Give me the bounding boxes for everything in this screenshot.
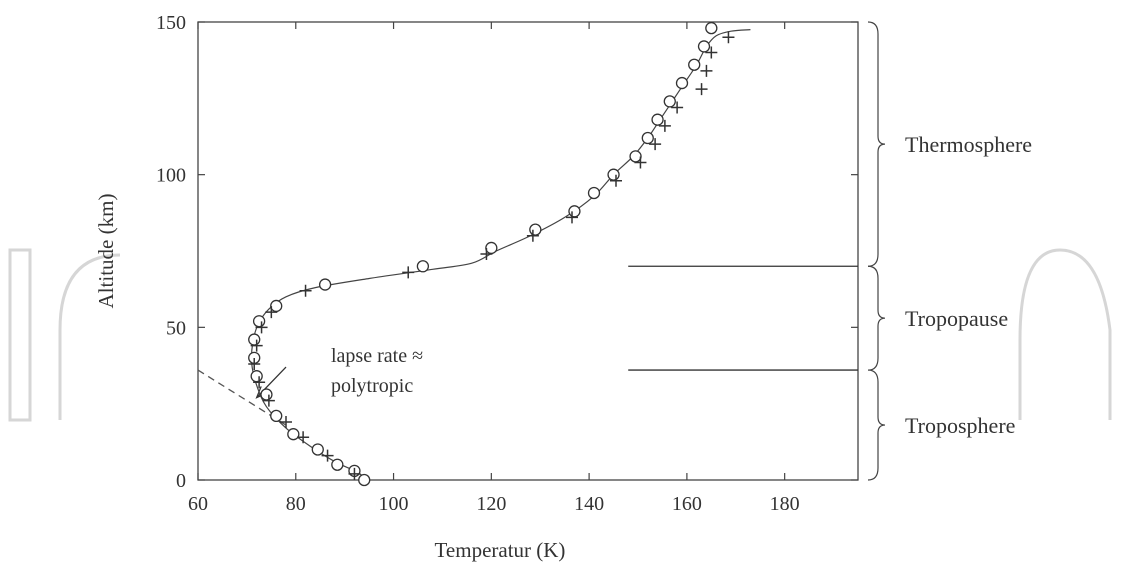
data-point-plus — [348, 467, 361, 480]
watermark — [8, 248, 1112, 422]
y-tick-label: 100 — [156, 165, 186, 187]
x-tick-label: 160 — [672, 493, 702, 515]
data-point-circle — [705, 21, 718, 35]
y-tick-label: 50 — [166, 317, 186, 339]
data-point-plus — [658, 119, 671, 132]
data-point-plus — [722, 31, 735, 44]
x-tick-label: 100 — [379, 493, 409, 515]
data-point-plus — [321, 449, 334, 462]
data-point-plus — [526, 229, 539, 242]
data-point-circle — [641, 131, 654, 145]
data-point-circle — [252, 315, 266, 328]
data-point-circle — [318, 278, 332, 291]
data-point-circle — [270, 299, 283, 313]
data-point-plus — [480, 248, 493, 261]
data-point-circle — [416, 260, 430, 273]
boundaries-layer — [628, 265, 858, 371]
data-point-plus — [705, 46, 718, 59]
data-point-plus — [253, 376, 266, 389]
data-point-circle — [697, 40, 711, 53]
data-point-circle — [607, 168, 620, 181]
data-point-plus — [280, 415, 292, 428]
data-point-circle — [311, 443, 324, 456]
region-label: Tropopause — [905, 306, 1008, 331]
data-point-plus — [255, 321, 268, 334]
region-brace — [867, 21, 886, 267]
data-point-circle — [587, 186, 601, 200]
data-point-plus — [262, 394, 275, 407]
x-axis-title: Temperatur (K) — [435, 538, 566, 562]
region-brace — [867, 265, 886, 371]
y-axis-title: Altitude (km) — [94, 194, 118, 309]
data-point-plus — [610, 174, 622, 187]
x-tick-label: 60 — [188, 493, 208, 515]
data-point-plus — [695, 83, 708, 96]
x-tick-label: 140 — [574, 493, 604, 515]
data-point-plus — [671, 101, 684, 114]
region-brace — [867, 369, 886, 481]
data-point-circle — [651, 113, 664, 126]
data-point-plus — [634, 156, 647, 169]
data-point-plus — [402, 266, 415, 279]
fit-curve-layer — [250, 29, 751, 481]
data-point-circle — [568, 205, 581, 218]
x-tick-label: 180 — [770, 493, 800, 515]
y-tick-label: 150 — [156, 12, 186, 34]
data-point-circle — [260, 388, 273, 401]
data-point-circle — [629, 150, 642, 163]
data-point-plus — [265, 306, 278, 319]
region-braces-layer: Thermosphere Tropopause Troposphere — [867, 21, 1032, 481]
data-point-plus — [649, 138, 662, 151]
data-point-circle — [270, 409, 283, 423]
data-point-circle — [250, 370, 263, 383]
region-label: Thermosphere — [905, 132, 1032, 157]
data-point-circle — [358, 473, 371, 487]
plot-frame — [197, 21, 859, 481]
data-point-plus — [250, 339, 263, 352]
data-point-circle — [688, 58, 701, 71]
axis-ticks: 60 80 100 120 140 160 180 0 50 100 150 — [156, 12, 858, 515]
annotation-line2: polytropic — [331, 375, 413, 397]
annotation-line1: lapse rate ≈ — [331, 345, 423, 367]
region-label: Troposphere — [905, 413, 1015, 438]
x-tick-label: 120 — [476, 493, 506, 515]
data-point-plus — [700, 64, 713, 77]
data-point-circle — [675, 76, 689, 90]
data-point-plus — [299, 284, 312, 297]
data-points-layer — [248, 21, 735, 487]
data-point-circle — [287, 428, 300, 441]
data-point-circle — [331, 458, 344, 471]
data-point-plus — [566, 211, 578, 224]
x-tick-label: 80 — [286, 493, 306, 515]
fit-curve — [250, 29, 751, 481]
y-tick-label: 0 — [176, 470, 186, 492]
data-point-circle — [485, 241, 498, 255]
data-point-plus — [248, 357, 261, 370]
data-point-circle — [248, 333, 261, 346]
data-point-circle — [663, 95, 676, 108]
data-point-circle — [529, 223, 542, 236]
data-point-plus — [297, 431, 310, 444]
